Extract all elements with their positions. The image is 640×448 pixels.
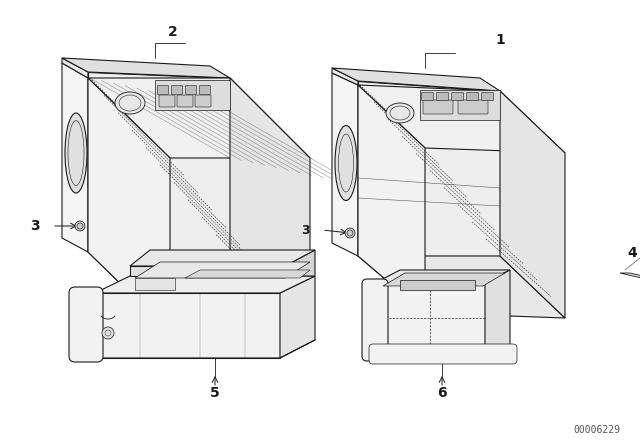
FancyBboxPatch shape bbox=[481, 92, 493, 100]
Polygon shape bbox=[375, 270, 510, 283]
Polygon shape bbox=[420, 90, 500, 120]
Polygon shape bbox=[62, 63, 88, 252]
Polygon shape bbox=[358, 81, 500, 256]
Polygon shape bbox=[130, 266, 285, 276]
Polygon shape bbox=[332, 68, 358, 85]
Polygon shape bbox=[285, 250, 315, 276]
Text: 6: 6 bbox=[437, 386, 447, 400]
Ellipse shape bbox=[386, 103, 414, 123]
FancyBboxPatch shape bbox=[200, 86, 211, 95]
Polygon shape bbox=[155, 80, 230, 110]
Text: 4: 4 bbox=[627, 246, 637, 260]
FancyBboxPatch shape bbox=[195, 95, 211, 107]
FancyBboxPatch shape bbox=[369, 344, 517, 364]
Polygon shape bbox=[400, 280, 475, 290]
Polygon shape bbox=[62, 58, 230, 78]
Polygon shape bbox=[88, 72, 230, 252]
Polygon shape bbox=[230, 78, 310, 332]
Text: 3: 3 bbox=[30, 219, 40, 233]
FancyBboxPatch shape bbox=[422, 92, 433, 100]
Polygon shape bbox=[88, 252, 310, 332]
Polygon shape bbox=[135, 262, 310, 278]
Polygon shape bbox=[358, 256, 565, 318]
Polygon shape bbox=[358, 85, 565, 153]
FancyBboxPatch shape bbox=[157, 86, 168, 95]
Polygon shape bbox=[620, 273, 640, 280]
Polygon shape bbox=[88, 78, 170, 332]
Polygon shape bbox=[130, 250, 315, 266]
Ellipse shape bbox=[65, 113, 87, 193]
Polygon shape bbox=[375, 283, 485, 358]
Polygon shape bbox=[62, 58, 88, 78]
Polygon shape bbox=[332, 73, 358, 256]
FancyBboxPatch shape bbox=[172, 86, 182, 95]
FancyBboxPatch shape bbox=[436, 92, 449, 100]
FancyBboxPatch shape bbox=[451, 92, 463, 100]
Polygon shape bbox=[383, 273, 505, 286]
Circle shape bbox=[345, 228, 355, 238]
Polygon shape bbox=[185, 270, 310, 278]
FancyBboxPatch shape bbox=[458, 100, 488, 114]
Ellipse shape bbox=[115, 92, 145, 114]
FancyBboxPatch shape bbox=[467, 92, 479, 100]
FancyBboxPatch shape bbox=[186, 86, 196, 95]
FancyBboxPatch shape bbox=[69, 287, 103, 362]
Polygon shape bbox=[332, 68, 500, 91]
Polygon shape bbox=[280, 276, 315, 358]
FancyBboxPatch shape bbox=[362, 279, 388, 361]
Text: 2: 2 bbox=[168, 25, 178, 39]
Text: 3: 3 bbox=[301, 224, 310, 237]
Polygon shape bbox=[485, 270, 510, 358]
Text: 1: 1 bbox=[495, 33, 505, 47]
FancyBboxPatch shape bbox=[159, 95, 175, 107]
Polygon shape bbox=[135, 278, 175, 290]
Circle shape bbox=[102, 327, 114, 339]
Polygon shape bbox=[500, 91, 565, 318]
Circle shape bbox=[75, 221, 85, 231]
FancyBboxPatch shape bbox=[177, 95, 193, 107]
Ellipse shape bbox=[335, 125, 357, 201]
Polygon shape bbox=[95, 276, 315, 293]
Polygon shape bbox=[88, 78, 310, 158]
Text: 5: 5 bbox=[210, 386, 220, 400]
Text: 00006229: 00006229 bbox=[573, 425, 620, 435]
Polygon shape bbox=[358, 85, 425, 313]
Polygon shape bbox=[95, 293, 280, 358]
FancyBboxPatch shape bbox=[423, 100, 453, 114]
